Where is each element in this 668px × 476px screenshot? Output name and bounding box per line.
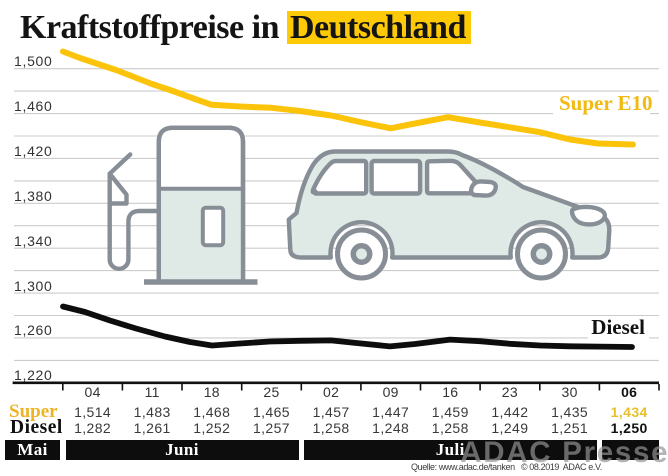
svg-text:Diesel: Diesel: [591, 315, 645, 339]
svg-text:Super E10: Super E10: [559, 91, 653, 115]
